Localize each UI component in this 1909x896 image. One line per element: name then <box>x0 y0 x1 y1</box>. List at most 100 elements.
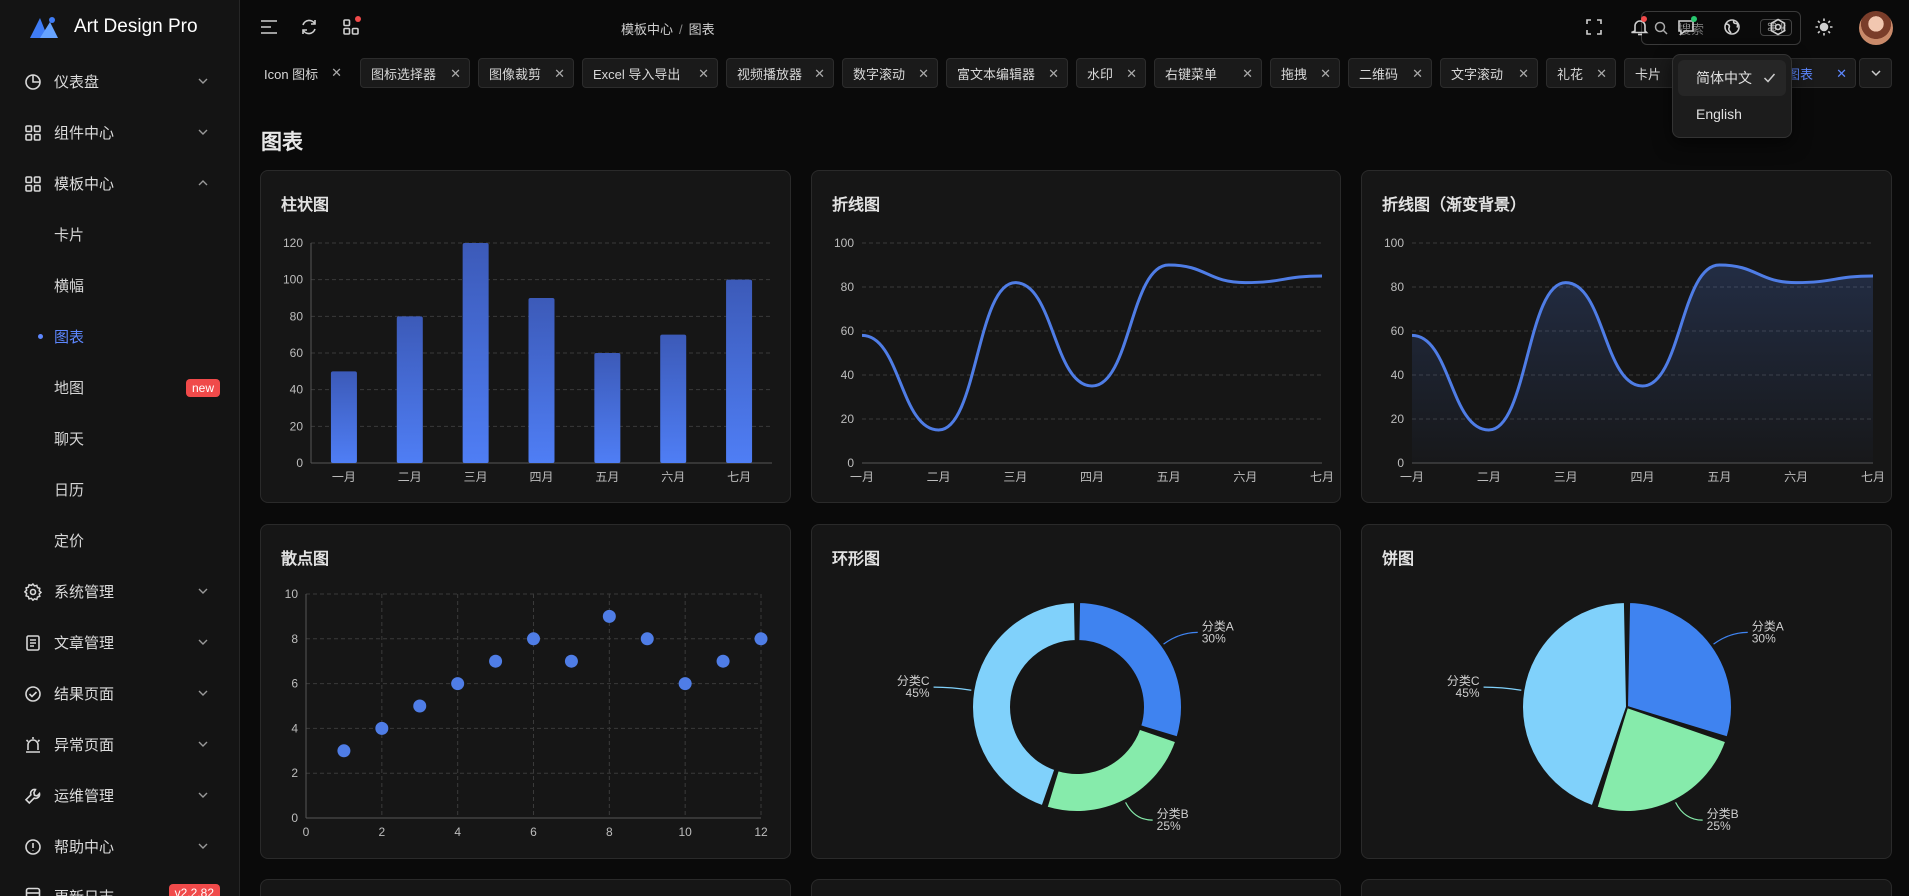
close-icon[interactable]: ✕ <box>1320 66 1331 81</box>
sidebar-sub-item-pricing[interactable]: 定价 <box>0 515 240 566</box>
bell-icon[interactable] <box>1630 17 1650 37</box>
chart-title: 饼图 <box>1382 551 1415 568</box>
x-tick-label: 12 <box>754 825 768 839</box>
language-icon[interactable] <box>1722 17 1742 37</box>
apps-icon[interactable] <box>341 17 361 37</box>
help-icon <box>24 838 42 856</box>
chevron-down-icon <box>198 741 208 747</box>
sidebar-item-label: 模板中心 <box>54 176 115 193</box>
sidebar-sub-item-banner[interactable]: 横幅 <box>0 260 240 311</box>
wrench-icon <box>24 787 42 805</box>
tab-icon-picker[interactable]: 图标选择器 ✕ <box>360 58 470 88</box>
y-tick-label: 20 <box>1391 412 1405 426</box>
language-option-en[interactable]: English <box>1678 96 1786 132</box>
tab-rich-editor[interactable]: 富文本编辑器 ✕ <box>946 58 1068 88</box>
close-icon[interactable]: ✕ <box>450 66 461 81</box>
sidebar-sub-item-calendar[interactable]: 日历 <box>0 464 240 515</box>
chart-card-donut: 环形图 分类A 30% 分类B 25% 分类C 45% <box>811 524 1341 859</box>
close-icon[interactable]: ✕ <box>1126 66 1137 81</box>
y-tick-label: 6 <box>291 677 298 691</box>
x-tick-label: 8 <box>606 825 613 839</box>
close-icon[interactable]: ✕ <box>1518 66 1529 81</box>
tab-qrcode[interactable]: 二维码 ✕ <box>1348 58 1432 88</box>
language-dropdown: 简体中文 English <box>1672 54 1792 138</box>
sidebar-item-articles[interactable]: 文章管理 <box>0 617 240 668</box>
tab-watermark[interactable]: 水印 ✕ <box>1076 58 1146 88</box>
tab-drag[interactable]: 拖拽 ✕ <box>1270 58 1340 88</box>
sidebar-item-exceptions[interactable]: 异常页面 <box>0 719 240 770</box>
sidebar-sub-item-chat[interactable]: 聊天 <box>0 413 240 464</box>
close-icon[interactable]: ✕ <box>1242 66 1253 81</box>
close-icon[interactable]: ✕ <box>331 65 342 80</box>
close-icon[interactable]: ✕ <box>1596 66 1607 81</box>
logo[interactable]: Art Design Pro <box>0 0 239 54</box>
tab-label: 图表 <box>1787 66 1814 82</box>
avatar[interactable] <box>1859 11 1893 45</box>
y-tick-label: 10 <box>285 587 299 601</box>
chart-title: 柱状图 <box>281 197 330 214</box>
x-tick-label: 七月 <box>1861 470 1885 484</box>
tab-context-menu[interactable]: 右键菜单 ✕ <box>1154 58 1262 88</box>
settings-icon[interactable] <box>1768 17 1788 37</box>
tab-label: 水印 <box>1087 66 1114 82</box>
close-icon[interactable]: ✕ <box>1048 66 1059 81</box>
close-icon[interactable]: ✕ <box>698 66 709 81</box>
breadcrumb: 模板中心 / 图表 <box>621 22 715 37</box>
pie-slice <box>1045 727 1178 813</box>
sidebar-item-help[interactable]: 帮助中心 <box>0 821 240 872</box>
scatter-point <box>337 744 351 758</box>
sidebar-sub-item-map[interactable]: 地图 new <box>0 362 240 413</box>
tab-text-scroll[interactable]: 文字滚动 ✕ <box>1440 58 1538 88</box>
tab-image-crop[interactable]: 图像裁剪 ✕ <box>478 58 574 88</box>
close-icon[interactable]: ✕ <box>1412 66 1423 81</box>
version-badge: v2.2.82 <box>168 884 220 896</box>
slice-value-label: 25% <box>1707 819 1731 833</box>
x-tick-label: 二月 <box>1477 470 1501 484</box>
tab-fireworks[interactable]: 礼花 ✕ <box>1546 58 1616 88</box>
x-tick-label: 六月 <box>661 470 685 484</box>
fullscreen-icon[interactable] <box>1584 17 1604 37</box>
chat-icon[interactable] <box>1676 17 1696 37</box>
sidebar-item-label: 结果页面 <box>54 686 115 703</box>
tab-excel[interactable]: Excel 导入导出 ✕ <box>582 58 718 88</box>
scatter-point <box>489 654 503 668</box>
tabs-more-button[interactable] <box>1859 58 1892 88</box>
close-icon[interactable]: ✕ <box>1836 66 1847 81</box>
sidebar-item-system[interactable]: 系统管理 <box>0 566 240 617</box>
tab-count-to[interactable]: 数字滚动 ✕ <box>842 58 938 88</box>
label-leader-line <box>1675 802 1703 821</box>
close-icon[interactable]: ✕ <box>918 66 929 81</box>
sidebar-item-ops[interactable]: 运维管理 <box>0 770 240 821</box>
sidebar-item-label: 仪表盘 <box>54 74 100 91</box>
sidebar-sub-item-card[interactable]: 卡片 <box>0 209 240 260</box>
refresh-icon[interactable] <box>299 17 319 37</box>
x-tick-label: 二月 <box>398 470 422 484</box>
sidebar-sub-item-charts[interactable]: 图表 <box>0 311 240 362</box>
chevron-down-icon <box>198 792 208 798</box>
tab-video-player[interactable]: 视频播放器 ✕ <box>726 58 834 88</box>
label-leader-line <box>933 686 972 691</box>
sidebar-item-label: 运维管理 <box>54 788 115 805</box>
breadcrumb-item: 图表 <box>688 22 715 37</box>
y-tick-label: 60 <box>1391 324 1405 338</box>
sidebar-item-templates[interactable]: 模板中心 <box>0 158 240 209</box>
bar-chart: 0 20 40 60 80 100 120 一月 二月 三月 四月 五月 六月 七月 <box>283 236 772 484</box>
sidebar-item-results[interactable]: 结果页面 <box>0 668 240 719</box>
tab-icon[interactable]: Icon 图标 ✕ <box>258 58 350 88</box>
theme-sun-icon[interactable] <box>1814 17 1834 37</box>
language-option-zh[interactable]: 简体中文 <box>1678 60 1786 96</box>
sidebar-item-changelog[interactable]: 更新日志 v2.2.82 <box>0 872 240 896</box>
sidebar-item-label: 文章管理 <box>54 635 115 652</box>
sidebar-item-components[interactable]: 组件中心 <box>0 107 240 158</box>
close-icon[interactable]: ✕ <box>814 66 825 81</box>
slice-value-label: 25% <box>1157 819 1181 833</box>
menu-fold-icon[interactable] <box>259 17 279 37</box>
dashboard-icon <box>24 73 42 91</box>
sidebar-item-dashboard[interactable]: 仪表盘 <box>0 56 240 107</box>
line-chart: 0 20 40 60 80 100 一月 二月 三月 四月 五月 六月 七月 <box>834 236 1334 484</box>
gear-icon <box>24 582 42 601</box>
breadcrumb-item[interactable]: 模板中心 <box>621 22 674 37</box>
close-icon[interactable]: ✕ <box>554 66 565 81</box>
scatter-point <box>413 699 427 713</box>
